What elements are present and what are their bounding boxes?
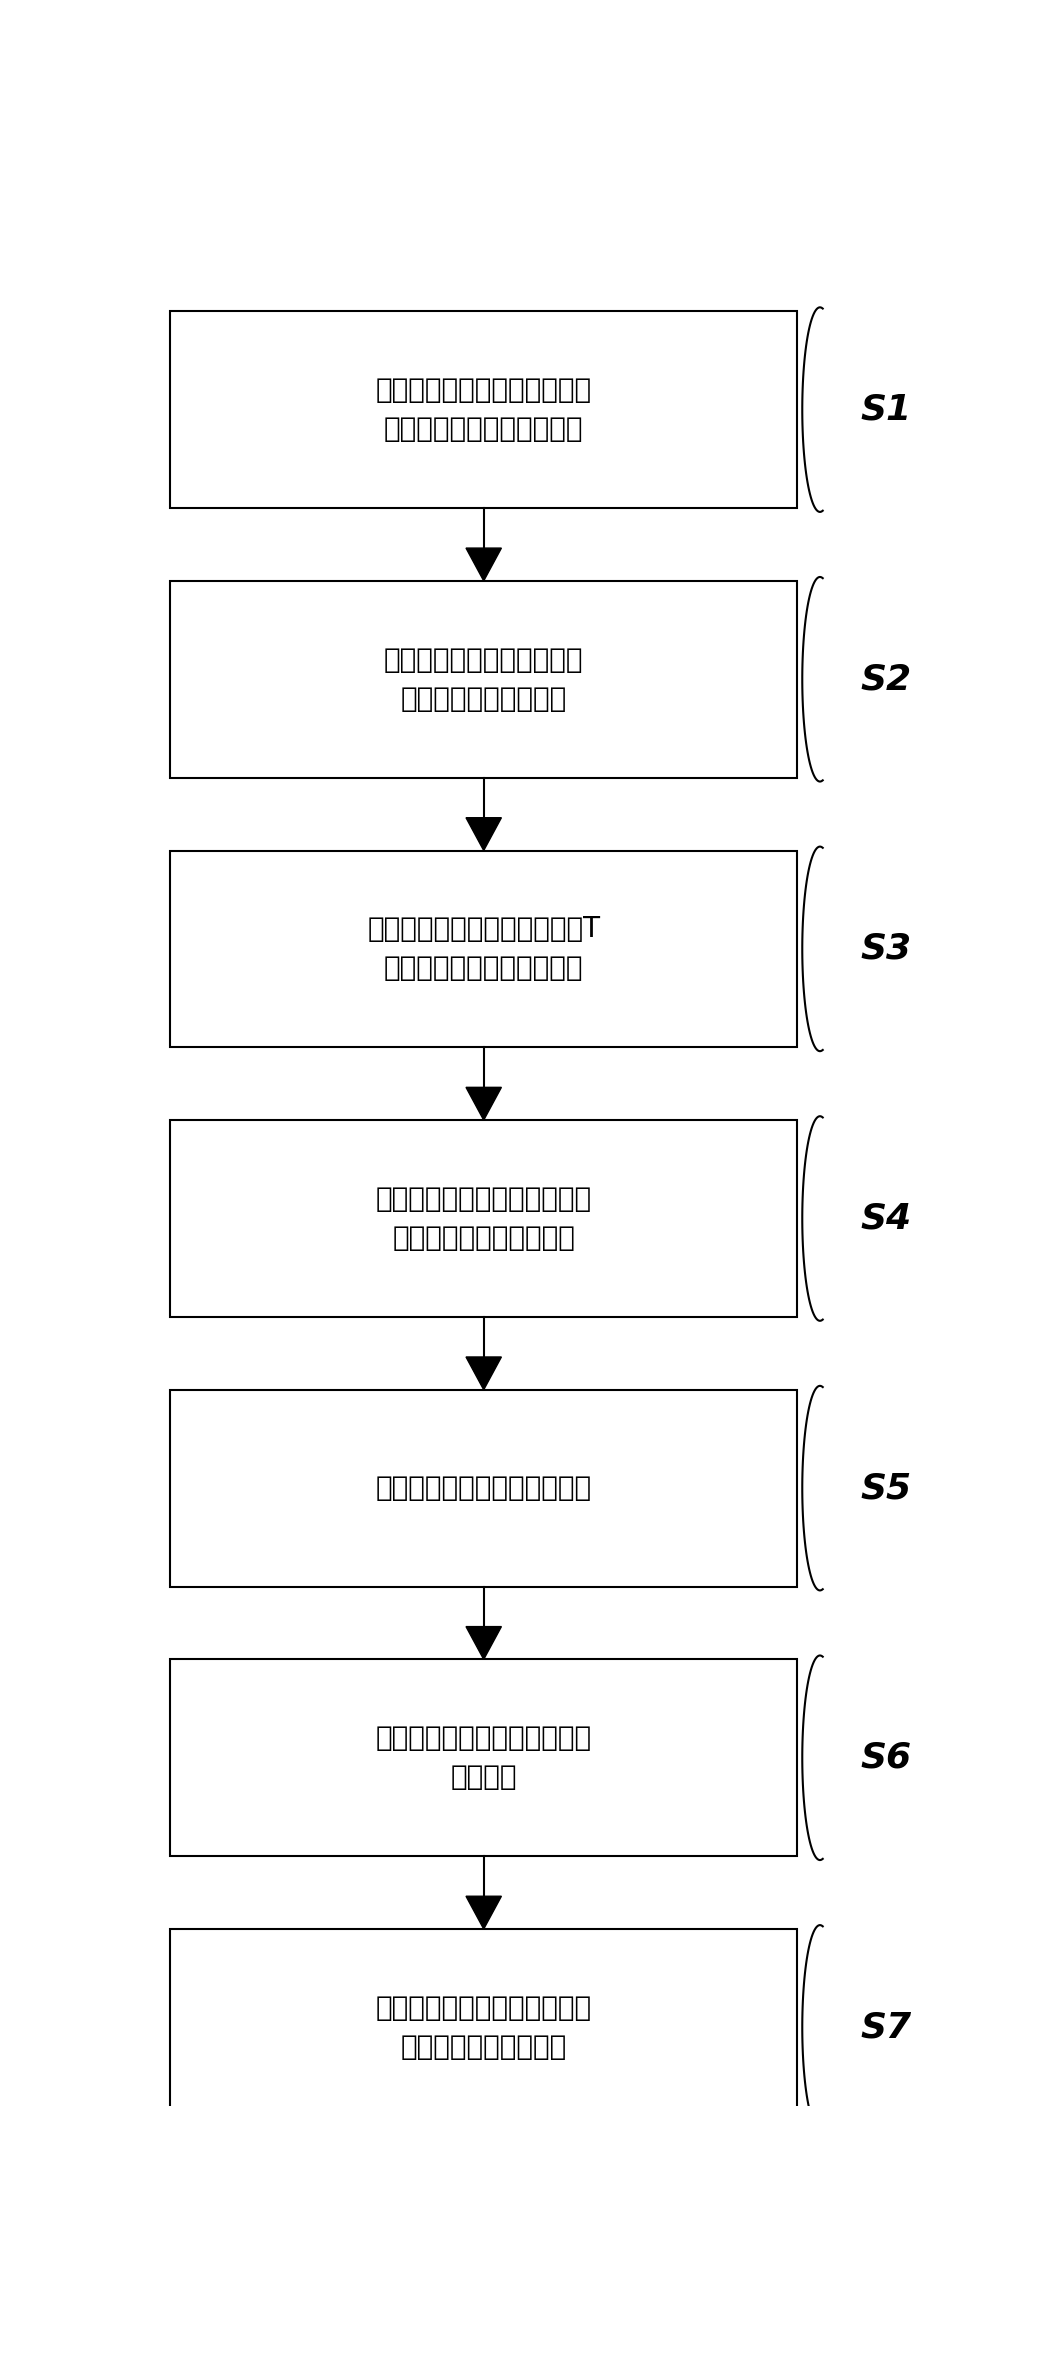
- Text: S7: S7: [861, 2011, 911, 2044]
- Bar: [170, 849, 797, 1048]
- Text: 响应于冻结控制指令，冻结超
声设备的实时超声图像；: 响应于冻结控制指令，冻结超 声设备的实时超声图像；: [376, 1185, 592, 1252]
- Bar: [170, 312, 797, 509]
- Polygon shape: [466, 1358, 501, 1389]
- Bar: [170, 1119, 797, 1318]
- Polygon shape: [466, 819, 501, 849]
- Text: 自动保存冻结的实时超声图像: 自动保存冻结的实时超声图像: [376, 1474, 592, 1502]
- Text: S5: S5: [861, 1472, 911, 1505]
- Text: S4: S4: [861, 1202, 911, 1235]
- Bar: [170, 582, 797, 778]
- Text: S2: S2: [861, 662, 911, 696]
- Polygon shape: [466, 549, 501, 582]
- Text: S1: S1: [861, 393, 911, 426]
- Text: 响应于所述解冻控制指令自动
解冻进入实时扫查状态: 响应于所述解冻控制指令自动 解冻进入实时扫查状态: [376, 1995, 592, 2061]
- Text: 当计时时间等于等待电影时长T
时，自动生成冻结控制指令: 当计时时间等于等待电影时长T 时，自动生成冻结控制指令: [367, 916, 600, 982]
- Text: S3: S3: [861, 932, 911, 965]
- Bar: [170, 1659, 797, 1857]
- Polygon shape: [466, 1895, 501, 1928]
- Polygon shape: [466, 1088, 501, 1119]
- Text: 响应于检测到的触发请求信
号，自动执行计时操作: 响应于检测到的触发请求信 号，自动执行计时操作: [384, 646, 583, 712]
- Bar: [170, 1928, 797, 2125]
- Polygon shape: [466, 1625, 501, 1659]
- Text: S6: S6: [861, 1741, 911, 1774]
- Text: 处于实时扫查状态时，实时检
测保存电影的触发请求信号: 处于实时扫查状态时，实时检 测保存电影的触发请求信号: [376, 376, 592, 442]
- Text: 在完成保存操作后，生成解冻
控制指令: 在完成保存操作后，生成解冻 控制指令: [376, 1725, 592, 1791]
- Bar: [170, 1389, 797, 1588]
